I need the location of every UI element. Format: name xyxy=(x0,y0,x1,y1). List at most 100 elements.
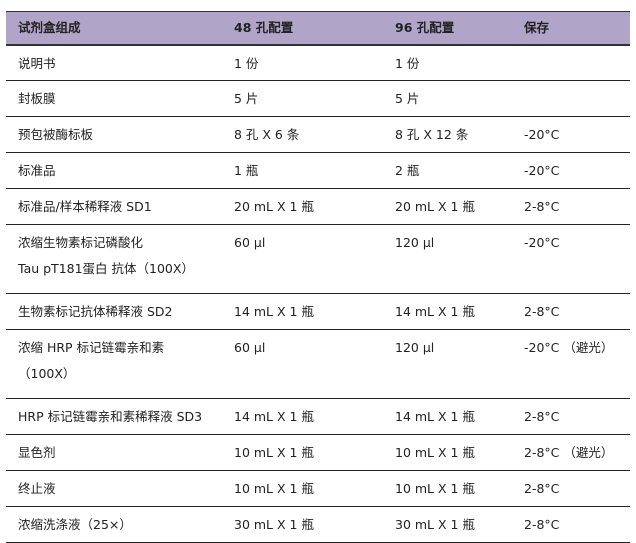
quantity-96-well: 20 mL X 1 瓶 xyxy=(383,188,518,225)
storage-condition: -20°C xyxy=(518,116,630,153)
table-row: 显色剂 10 mL X 1 瓶 10 mL X 1 瓶 2-8°C （避光） xyxy=(6,434,630,471)
quantity-48-well: 60 µl xyxy=(222,329,383,399)
quantity-96-well: 14 mL X 1 瓶 xyxy=(383,398,518,435)
storage-condition-text: 2-8°C （避光） xyxy=(524,445,614,460)
table-row: 预包被酶标板 8 孔 X 6 条 8 孔 X 12 条 -20°C xyxy=(6,116,630,153)
quantity-48-well-text: 60 µl xyxy=(234,235,266,250)
storage-condition: 2-8°C xyxy=(518,398,630,435)
storage-condition-text: -20°C （避光） xyxy=(524,340,614,355)
quantity-48-well: 10 mL X 1 瓶 xyxy=(222,470,383,507)
header-48-well: 48 孔配置 xyxy=(222,11,383,46)
quantity-48-well-text: 1 瓶 xyxy=(234,163,259,178)
quantity-48-well-text: 14 mL X 1 瓶 xyxy=(234,304,314,319)
quantity-48-well: 14 mL X 1 瓶 xyxy=(222,398,383,435)
storage-condition: -20°C （避光） xyxy=(518,329,630,399)
quantity-48-well: 1 瓶 xyxy=(222,152,383,189)
quantity-48-well-text: 30 mL X 1 瓶 xyxy=(234,517,314,532)
component-name-text: 浓缩 HRP 标记链霉亲和素 xyxy=(18,340,165,355)
table-row: 标准品 1 瓶 2 瓶 -20°C xyxy=(6,152,630,189)
component-name-text: 终止液 xyxy=(18,481,56,496)
storage-condition-text: -20°C xyxy=(524,235,560,250)
storage-condition-text: 2-8°C xyxy=(524,481,560,496)
quantity-48-well-text: 10 mL X 1 瓶 xyxy=(234,481,314,496)
component-name: 预包被酶标板 xyxy=(6,116,222,153)
quantity-96-well: 2 瓶 xyxy=(383,152,518,189)
storage-condition: 2-8°C xyxy=(518,293,630,330)
table-row: 生物素标记抗体稀释液 SD2 14 mL X 1 瓶 14 mL X 1 瓶 2-8°… xyxy=(6,293,630,330)
quantity-96-well: 5 片 xyxy=(383,80,518,117)
storage-condition-text: -20°C xyxy=(524,163,560,178)
header-storage: 保存 xyxy=(518,11,630,46)
component-name-text: 预包被酶标板 xyxy=(18,127,94,142)
component-name-text: HRP 标记链霉亲和素稀释液 SD3 xyxy=(18,409,203,424)
table-header-row: 试剂盒组成 48 孔配置 96 孔配置 保存 xyxy=(6,11,630,46)
kit-components-table: 试剂盒组成 48 孔配置 96 孔配置 保存 说明书 1 份 1 份封板膜 5 片 5 … xyxy=(6,11,630,543)
quantity-96-well-text: 8 孔 X 12 条 xyxy=(395,127,469,142)
component-name: 浓缩 HRP 标记链霉亲和素 （100X） xyxy=(6,329,222,399)
quantity-96-well: 14 mL X 1 瓶 xyxy=(383,293,518,330)
quantity-96-well: 10 mL X 1 瓶 xyxy=(383,434,518,471)
quantity-48-well: 60 µl xyxy=(222,224,383,294)
component-name: 显色剂 xyxy=(6,434,222,471)
table-row: 终止液 10 mL X 1 瓶 10 mL X 1 瓶 2-8°C xyxy=(6,470,630,507)
quantity-48-well: 1 份 xyxy=(222,44,383,81)
component-name-text: 标准品/样本稀释液 SD1 xyxy=(18,199,152,214)
quantity-96-well: 1 份 xyxy=(383,44,518,81)
quantity-96-well-text: 14 mL X 1 瓶 xyxy=(395,409,475,424)
quantity-96-well-text: 2 瓶 xyxy=(395,163,420,178)
component-name-text: 封板膜 xyxy=(18,91,56,106)
quantity-96-well: 30 mL X 1 瓶 xyxy=(383,506,518,543)
table-row: HRP 标记链霉亲和素稀释液 SD3 14 mL X 1 瓶 14 mL X 1 瓶… xyxy=(6,398,630,435)
quantity-48-well-text: 10 mL X 1 瓶 xyxy=(234,445,314,460)
quantity-96-well-text: 120 µl xyxy=(395,235,435,250)
component-name-text: 生物素标记抗体稀释液 SD2 xyxy=(18,304,173,319)
quantity-96-well-text: 10 mL X 1 瓶 xyxy=(395,445,475,460)
quantity-48-well: 8 孔 X 6 条 xyxy=(222,116,383,153)
quantity-48-well: 14 mL X 1 瓶 xyxy=(222,293,383,330)
quantity-96-well: 120 µl xyxy=(383,329,518,399)
component-name-text: 浓缩洗涤液（25×） xyxy=(18,517,132,532)
storage-condition: -20°C xyxy=(518,152,630,189)
storage-condition: 2-8°C xyxy=(518,470,630,507)
header-96-well: 96 孔配置 xyxy=(383,11,518,46)
quantity-96-well: 10 mL X 1 瓶 xyxy=(383,470,518,507)
storage-condition: -20°C xyxy=(518,224,630,294)
component-name: 生物素标记抗体稀释液 SD2 xyxy=(6,293,222,330)
quantity-48-well-text: 1 份 xyxy=(234,55,259,71)
quantity-96-well-text: 10 mL X 1 瓶 xyxy=(395,481,475,496)
component-name: 标准品/样本稀释液 SD1 xyxy=(6,188,222,225)
quantity-48-well-text: 60 µl xyxy=(234,340,266,355)
storage-condition xyxy=(518,80,630,117)
component-name-text: 显色剂 xyxy=(18,445,56,460)
table-row: 浓缩生物素标记磷酸化 Tau pT181蛋白 抗体（100X） 60 µl 120 µ… xyxy=(6,224,630,294)
component-name-text: 浓缩生物素标记磷酸化 xyxy=(18,235,144,250)
storage-condition-text: 2-8°C xyxy=(524,199,560,214)
quantity-96-well-text: 30 mL X 1 瓶 xyxy=(395,517,475,532)
storage-condition xyxy=(518,44,630,81)
component-name: 封板膜 xyxy=(6,80,222,117)
quantity-96-well-text: 20 mL X 1 瓶 xyxy=(395,199,475,214)
quantity-96-well-text: 1 份 xyxy=(395,55,420,71)
quantity-96-well-text: 120 µl xyxy=(395,340,435,355)
component-name: 浓缩生物素标记磷酸化 Tau pT181蛋白 抗体（100X） xyxy=(6,224,222,294)
component-name: 标准品 xyxy=(6,152,222,189)
quantity-48-well-text: 20 mL X 1 瓶 xyxy=(234,199,314,214)
quantity-96-well: 8 孔 X 12 条 xyxy=(383,116,518,153)
quantity-96-well: 120 µl xyxy=(383,224,518,294)
quantity-48-well-text: 8 孔 X 6 条 xyxy=(234,127,300,142)
quantity-96-well-text: 14 mL X 1 瓶 xyxy=(395,304,475,319)
component-name: 说明书 xyxy=(6,44,222,81)
header-component: 试剂盒组成 xyxy=(6,11,222,46)
storage-condition-text: 2-8°C xyxy=(524,409,560,424)
quantity-48-well-text: 14 mL X 1 瓶 xyxy=(234,409,314,424)
quantity-48-well: 20 mL X 1 瓶 xyxy=(222,188,383,225)
component-name: HRP 标记链霉亲和素稀释液 SD3 xyxy=(6,398,222,435)
component-name: 浓缩洗涤液（25×） xyxy=(6,506,222,543)
table-row: 说明书 1 份 1 份 xyxy=(6,44,630,81)
table-row: 标准品/样本稀释液 SD1 20 mL X 1 瓶 20 mL X 1 瓶 2-8°C xyxy=(6,188,630,225)
quantity-48-well: 5 片 xyxy=(222,80,383,117)
quantity-48-well-text: 5 片 xyxy=(234,91,259,106)
storage-condition-text: -20°C xyxy=(524,127,560,142)
storage-condition-text: 2-8°C xyxy=(524,517,560,532)
table-row: 浓缩 HRP 标记链霉亲和素 （100X） 60 µl 120 µl -20°C （避光… xyxy=(6,329,630,399)
